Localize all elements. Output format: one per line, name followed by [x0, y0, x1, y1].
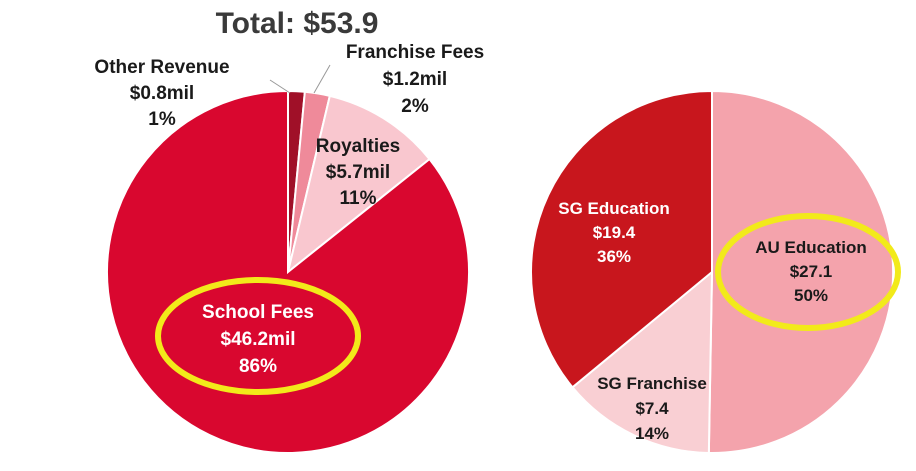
label-school-fees-percent: 86%: [239, 356, 277, 377]
right-pie-slice-au-education: [707, 89, 895, 454]
label-royalties-name: Royalties: [316, 136, 400, 157]
label-school-fees-amount: $46.2mil: [221, 329, 296, 350]
left-pie-slice-royalties: [286, 94, 431, 275]
label-other-revenue-name: Other Revenue: [94, 57, 229, 78]
pie-left: [106, 89, 470, 454]
label-franchise-fees-percent: 2%: [401, 96, 429, 117]
leader-line-other-revenue: [269, 79, 291, 94]
label-au-education-percent: 50%: [794, 286, 828, 305]
left-chart-title: Total: $53.9: [216, 7, 379, 40]
label-au-education-name: AU Education: [755, 238, 866, 257]
label-franchise-fees-amount: $1.2mil: [383, 69, 447, 90]
right-pie-slice-sg-education: [530, 89, 713, 389]
label-franchise-fees-name: Franchise Fees: [346, 42, 484, 63]
pie-right: [530, 89, 895, 454]
label-other-revenue-percent: 1%: [148, 109, 176, 130]
left-pie-slice-school-fees: [106, 89, 470, 454]
label-sg-education-name: SG Education: [558, 199, 669, 218]
label-sg-franchise-name: SG Franchise: [597, 374, 707, 393]
right-pie-slice-sg-franchise: [571, 269, 714, 454]
label-other-revenue-amount: $0.8mil: [130, 83, 194, 104]
label-royalties-amount: $5.7mil: [326, 162, 390, 183]
label-school-fees-name: School Fees: [202, 302, 314, 323]
label-sg-franchise-amount: $7.4: [635, 399, 669, 418]
label-sg-education-amount: $19.4: [593, 223, 636, 242]
leader-line-franchise-fees: [313, 64, 331, 94]
highlight-ellipse-school-fees: [155, 277, 361, 395]
highlight-ellipse-au-education: [715, 213, 901, 331]
label-sg-education-percent: 36%: [597, 247, 631, 266]
label-au-education-amount: $27.1: [790, 262, 833, 281]
label-royalties-percent: 11%: [340, 188, 377, 209]
label-sg-franchise-percent: 14%: [635, 424, 669, 443]
